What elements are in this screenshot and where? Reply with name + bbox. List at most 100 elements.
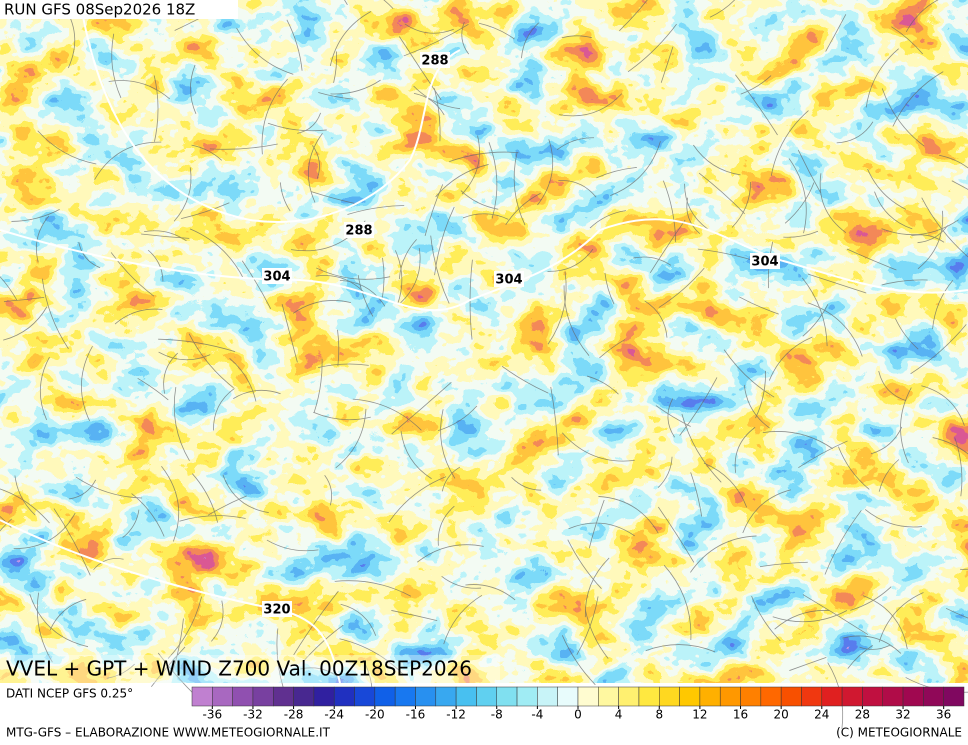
streamline bbox=[690, 472, 703, 517]
color-box bbox=[679, 686, 701, 707]
color-box bbox=[557, 686, 579, 707]
streamline bbox=[161, 465, 180, 542]
streamline bbox=[188, 333, 234, 389]
color-box bbox=[862, 686, 883, 707]
streamline bbox=[293, 590, 339, 656]
streamline bbox=[762, 431, 833, 450]
streamline bbox=[433, 88, 441, 142]
streamline bbox=[302, 624, 344, 662]
streamline bbox=[505, 192, 541, 226]
contour-label: 288 bbox=[421, 54, 448, 69]
streamline bbox=[895, 318, 919, 350]
tick-label: 32 bbox=[895, 708, 910, 722]
streamline bbox=[501, 365, 549, 394]
streamline bbox=[335, 408, 367, 469]
label-bg bbox=[420, 52, 450, 68]
streamline bbox=[39, 356, 50, 421]
streamline bbox=[742, 489, 791, 534]
streamline bbox=[584, 557, 610, 618]
color-box bbox=[699, 686, 721, 707]
streamline bbox=[333, 51, 338, 83]
streamline bbox=[317, 363, 369, 369]
streamline bbox=[824, 510, 862, 575]
streamline bbox=[443, 594, 483, 645]
color-box bbox=[191, 686, 213, 707]
color-box bbox=[943, 686, 965, 707]
streamline bbox=[550, 386, 559, 456]
streamline bbox=[657, 456, 673, 488]
streamline bbox=[0, 488, 50, 524]
contour-label: 304 bbox=[751, 255, 778, 270]
streamline bbox=[413, 85, 461, 110]
streamline bbox=[596, 167, 637, 179]
wind-streamlines bbox=[0, 0, 968, 730]
color-box bbox=[598, 686, 619, 707]
streamline bbox=[537, 139, 554, 206]
streamline bbox=[313, 411, 371, 421]
streamline bbox=[881, 88, 925, 147]
streamline bbox=[921, 197, 968, 258]
tick-label: -32 bbox=[243, 708, 263, 722]
streamline bbox=[874, 191, 913, 230]
streamline bbox=[568, 522, 635, 537]
streamline bbox=[939, 154, 968, 169]
streamline bbox=[276, 628, 284, 688]
streamline bbox=[191, 144, 223, 161]
streamline bbox=[599, 339, 626, 359]
streamline bbox=[347, 205, 405, 215]
color-box bbox=[841, 686, 863, 707]
color-box bbox=[394, 686, 416, 707]
streamline bbox=[141, 233, 190, 239]
streamline bbox=[604, 272, 615, 305]
tick-label: 36 bbox=[936, 708, 951, 722]
streamline bbox=[398, 36, 442, 101]
streamline bbox=[424, 184, 444, 236]
streamline bbox=[905, 0, 939, 33]
streamline bbox=[658, 267, 705, 308]
contour bbox=[79, 0, 461, 223]
streamline bbox=[693, 144, 741, 176]
color-box bbox=[455, 686, 477, 707]
colorbar: -36 -32 -28 -24 -20 -16 -12 -8 -4 0 4 8 12 16 20 24 28 32… bbox=[191, 686, 965, 722]
streamline bbox=[633, 256, 672, 266]
streamline bbox=[229, 358, 257, 402]
streamline bbox=[286, 19, 303, 71]
streamline bbox=[698, 172, 745, 215]
streamline bbox=[441, 466, 461, 492]
streamline bbox=[739, 296, 779, 315]
color-box bbox=[252, 686, 274, 707]
streamline bbox=[78, 241, 101, 269]
streamline bbox=[391, 382, 452, 435]
streamline bbox=[37, 130, 97, 165]
streamline bbox=[279, 182, 291, 212]
streamline bbox=[770, 110, 809, 176]
color-box bbox=[415, 686, 437, 707]
streamline bbox=[610, 141, 661, 197]
streamline bbox=[267, 122, 327, 132]
streamline bbox=[391, 610, 438, 621]
streamline bbox=[954, 437, 963, 497]
color-box bbox=[740, 686, 762, 707]
streamline bbox=[209, 143, 278, 150]
streamline bbox=[207, 495, 247, 516]
streamline bbox=[662, 180, 677, 243]
streamline bbox=[461, 135, 480, 195]
streamline bbox=[836, 121, 874, 144]
streamline bbox=[334, 580, 412, 597]
streamline bbox=[233, 389, 281, 399]
streamline bbox=[68, 479, 97, 500]
streamline bbox=[29, 593, 89, 648]
streamline bbox=[114, 308, 163, 325]
color-box bbox=[313, 686, 335, 707]
run-box bbox=[0, 0, 238, 19]
streamline bbox=[172, 618, 184, 672]
tick-label: -24 bbox=[324, 708, 344, 722]
vvel-field bbox=[0, 0, 968, 683]
streamline bbox=[681, 413, 722, 483]
streamline bbox=[521, 22, 539, 59]
streamline bbox=[36, 592, 53, 663]
streamline bbox=[547, 271, 567, 345]
color-box bbox=[537, 686, 558, 707]
streamline bbox=[383, 0, 394, 9]
streamline bbox=[151, 646, 186, 687]
